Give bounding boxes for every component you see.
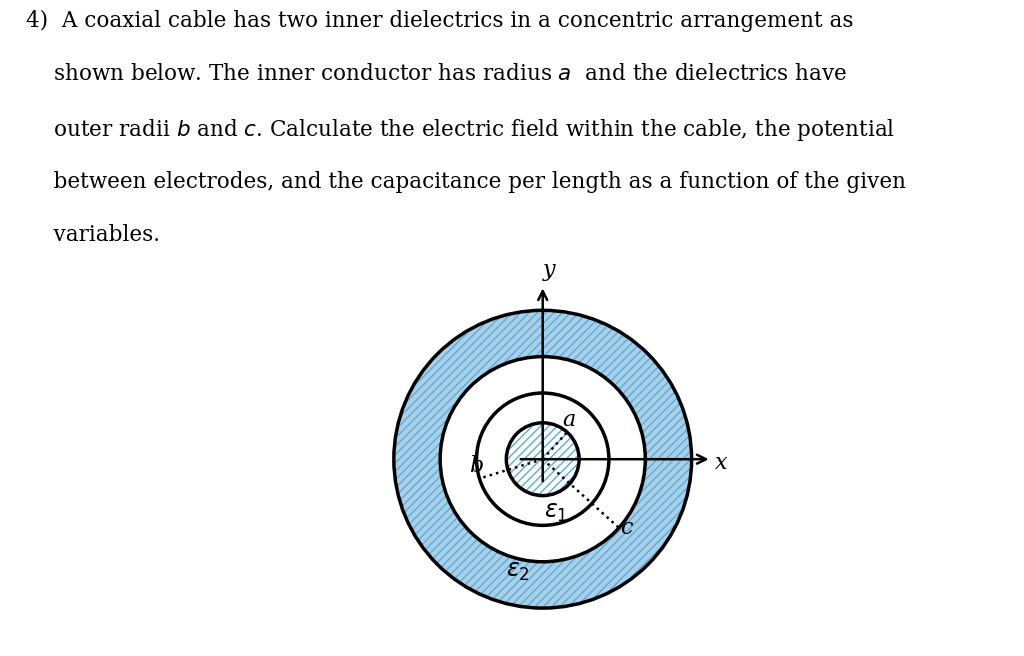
Text: c: c [621, 517, 633, 539]
Text: a: a [562, 409, 575, 431]
Text: between electrodes, and the capacitance per length as a function of the given: between electrodes, and the capacitance … [26, 171, 905, 193]
Text: $\epsilon_1$: $\epsilon_1$ [544, 501, 567, 523]
Circle shape [506, 423, 580, 495]
Text: x: x [715, 451, 727, 474]
Text: 4)  A coaxial cable has two inner dielectrics in a concentric arrangement as: 4) A coaxial cable has two inner dielect… [26, 10, 853, 32]
Circle shape [394, 310, 691, 608]
Text: $\epsilon_2$: $\epsilon_2$ [506, 560, 529, 583]
Text: variables.: variables. [26, 224, 160, 246]
Circle shape [440, 357, 645, 562]
Text: shown below. The inner conductor has radius $a$  and the dielectrics have: shown below. The inner conductor has rad… [26, 64, 847, 85]
Text: b: b [469, 455, 483, 477]
Circle shape [440, 357, 645, 562]
Text: y: y [543, 258, 556, 281]
Text: outer radii $b$ and $c$. Calculate the electric field within the cable, the pote: outer radii $b$ and $c$. Calculate the e… [26, 117, 895, 143]
